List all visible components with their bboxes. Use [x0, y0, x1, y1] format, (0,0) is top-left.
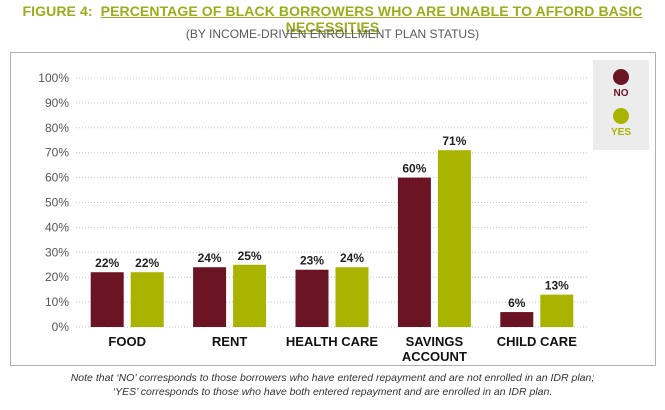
x-category-label: HEALTH CARE: [286, 334, 379, 349]
data-label: 22%: [95, 256, 119, 270]
data-label: 22%: [135, 256, 159, 270]
legend-label-yes: YES: [611, 127, 631, 138]
bar-no: [500, 312, 534, 327]
legend-marker-no: [613, 69, 629, 85]
data-label: 25%: [238, 249, 262, 263]
bar-no: [193, 267, 227, 327]
y-tick-label: 90%: [45, 96, 69, 110]
y-tick-label: 60%: [45, 171, 69, 185]
y-tick-label: 70%: [45, 146, 69, 160]
data-label: 13%: [545, 279, 569, 293]
data-label: 24%: [198, 251, 222, 265]
figure-label: FIGURE 4:: [22, 3, 93, 19]
x-category-label: RENT: [212, 334, 247, 349]
y-tick-label: 20%: [45, 270, 69, 284]
data-label: 6%: [508, 296, 526, 310]
bar-yes: [233, 264, 267, 327]
x-category-label: SAVINGS: [406, 334, 464, 349]
x-category-label: CHILD CARE: [497, 334, 577, 349]
bar-yes: [540, 294, 574, 327]
figure-title: FIGURE 4: PERCENTAGE OF BLACK BORROWERS …: [0, 3, 665, 35]
bar-no: [397, 177, 431, 327]
footnote: Note that ‘NO’ corresponds to those borr…: [0, 371, 665, 399]
bar-yes: [335, 267, 369, 327]
bar-no: [295, 269, 329, 327]
chart-frame: [10, 52, 656, 366]
data-label: 71%: [442, 134, 466, 148]
y-tick-label: 40%: [45, 220, 69, 234]
data-label: 23%: [300, 254, 324, 268]
y-tick-label: 0%: [52, 320, 70, 334]
footnote-line-2: ‘YES’ corresponds to those who have both…: [112, 386, 553, 398]
y-tick-label: 80%: [45, 121, 69, 135]
data-label: 24%: [340, 251, 364, 265]
legend-marker-yes: [613, 108, 629, 124]
y-tick-label: 50%: [45, 196, 69, 210]
bar-yes: [437, 150, 471, 327]
chart-subtitle: (BY INCOME-DRIVEN ENROLLMENT PLAN STATUS…: [185, 27, 480, 41]
y-tick-label: 10%: [45, 295, 69, 309]
y-tick-label: 100%: [38, 71, 69, 85]
chart-title: PERCENTAGE OF BLACK BORROWERS WHO ARE UN…: [100, 3, 643, 35]
legend-label-no: NO: [614, 88, 629, 99]
y-tick-label: 30%: [45, 245, 69, 259]
bar-yes: [130, 272, 164, 327]
data-label: 60%: [402, 162, 426, 176]
bar-no: [90, 272, 124, 327]
x-category-label: FOOD: [108, 334, 146, 349]
x-category-label: ACCOUNT: [402, 349, 467, 364]
footnote-line-1: Note that ‘NO’ corresponds to those borr…: [70, 372, 595, 384]
